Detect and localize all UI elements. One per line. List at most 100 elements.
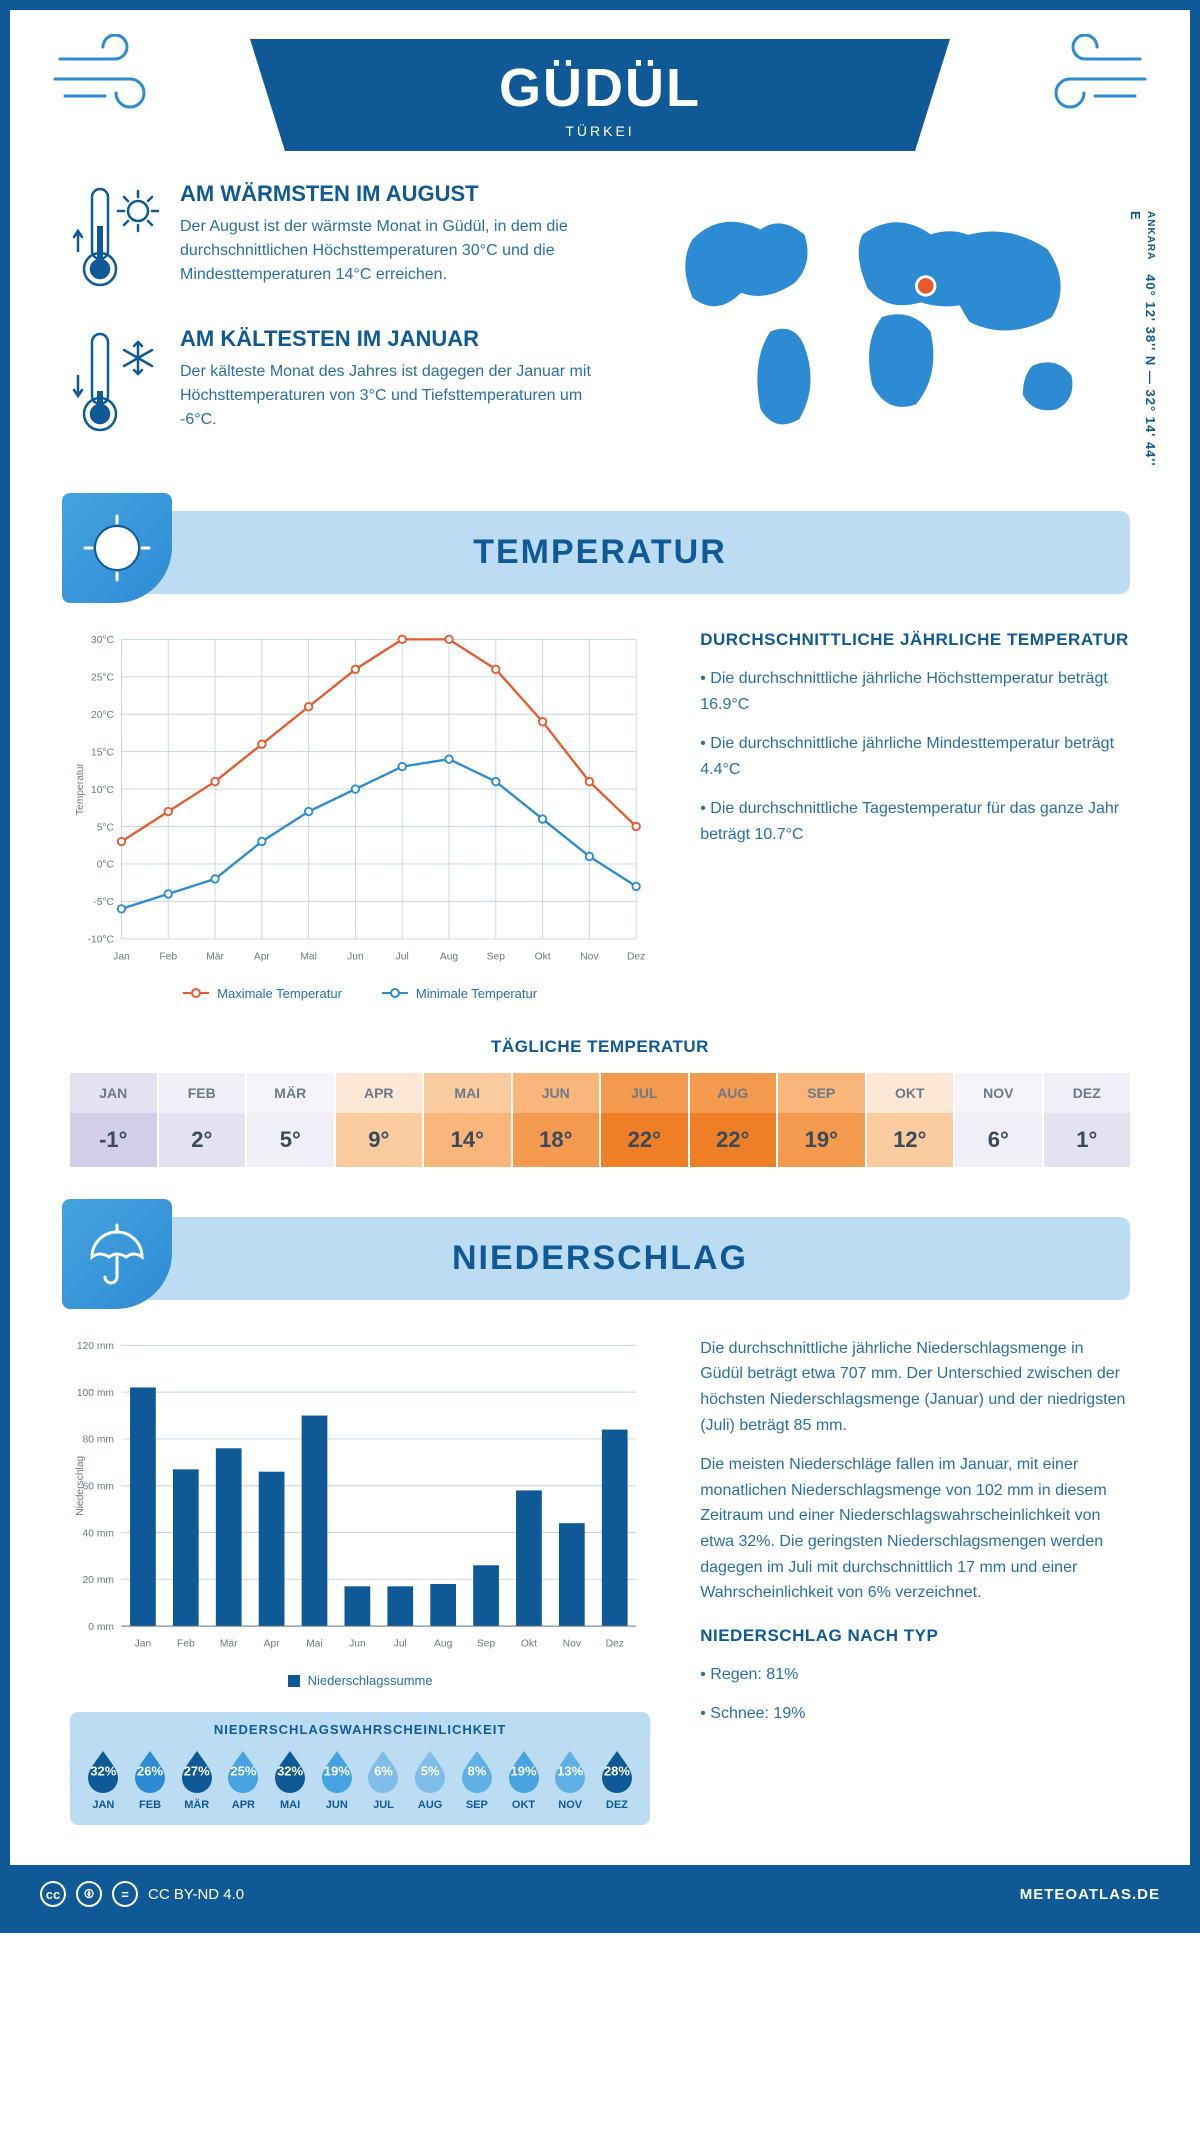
- svg-text:5°C: 5°C: [97, 822, 115, 833]
- svg-text:Jul: Jul: [394, 1639, 407, 1650]
- prob-cell: 28% DEZ: [594, 1747, 641, 1811]
- svg-text:Sep: Sep: [477, 1639, 496, 1650]
- daily-cell: JUN 18°: [513, 1073, 602, 1167]
- warmest-text: Der August ist der wärmste Monat in Güdü…: [180, 215, 604, 287]
- nd-icon: =: [112, 1881, 138, 1907]
- warmest-fact: AM WÄRMSTEN IM AUGUST Der August ist der…: [70, 181, 604, 296]
- daily-temp-table: JAN -1° FEB 2° MÄR 5° APR 9° MAI 14° JUN…: [70, 1073, 1130, 1167]
- section-banner-precipitation: NIEDERSCHLAG: [70, 1217, 1130, 1300]
- daily-cell: NOV 6°: [955, 1073, 1044, 1167]
- prob-cell: 32% JAN: [80, 1747, 127, 1811]
- daily-cell: OKT 12°: [867, 1073, 956, 1167]
- svg-text:Feb: Feb: [177, 1639, 195, 1650]
- section-title: NIEDERSCHLAG: [100, 1239, 1100, 1278]
- precip-probability-box: NIEDERSCHLAGSWAHRSCHEINLICHKEIT 32% JAN …: [70, 1712, 650, 1825]
- city-title: GÜDÜL: [250, 57, 950, 119]
- svg-text:30°C: 30°C: [91, 635, 115, 646]
- svg-text:100 mm: 100 mm: [77, 1388, 114, 1399]
- svg-text:Jan: Jan: [135, 1639, 152, 1650]
- temperature-line-chart: -10°C-5°C0°C5°C10°C15°C20°C25°C30°CJanFe…: [70, 630, 650, 1001]
- wind-icon: [950, 10, 1150, 119]
- daily-cell: MÄR 5°: [247, 1073, 336, 1167]
- coldest-fact: AM KÄLTESTEN IM JANUAR Der kälteste Mona…: [70, 326, 604, 441]
- svg-text:120 mm: 120 mm: [77, 1341, 114, 1352]
- prob-cell: 6% JUL: [360, 1747, 407, 1811]
- svg-text:Nov: Nov: [563, 1639, 582, 1650]
- svg-text:Jan: Jan: [113, 951, 130, 962]
- svg-text:Mai: Mai: [306, 1639, 323, 1650]
- daily-cell: MAI 14°: [424, 1073, 513, 1167]
- svg-text:Apr: Apr: [254, 951, 271, 962]
- svg-text:Mär: Mär: [220, 1639, 238, 1650]
- svg-text:Okt: Okt: [521, 1639, 537, 1650]
- svg-text:Nov: Nov: [580, 951, 599, 962]
- svg-text:Aug: Aug: [434, 1639, 453, 1650]
- coordinates-label: ANKARA 40° 12' 38'' N — 32° 14' 44'' E: [1128, 211, 1158, 471]
- precip-summary-text: Die durchschnittliche jährliche Niedersc…: [700, 1336, 1130, 1825]
- svg-text:Apr: Apr: [264, 1639, 281, 1650]
- prob-cell: 19% OKT: [500, 1747, 547, 1811]
- raindrop-icon: 25%: [220, 1747, 266, 1793]
- svg-text:Feb: Feb: [159, 951, 177, 962]
- svg-text:Dez: Dez: [606, 1639, 624, 1650]
- raindrop-icon: 13%: [547, 1747, 593, 1793]
- svg-text:0°C: 0°C: [97, 860, 115, 871]
- svg-text:Aug: Aug: [440, 951, 459, 962]
- wind-icon: [50, 10, 250, 119]
- svg-text:-5°C: -5°C: [93, 897, 114, 908]
- infographic-frame: GÜDÜL TÜRKEI AM WÄRMSTEN IM AUGUST Der A…: [0, 0, 1200, 1933]
- thermometer-snow-icon: [70, 326, 160, 441]
- daily-cell: JAN -1°: [70, 1073, 159, 1167]
- prob-cell: 32% MAI: [267, 1747, 314, 1811]
- cc-icon: cc: [40, 1881, 66, 1907]
- raindrop-icon: 19%: [501, 1747, 547, 1793]
- prob-cell: 25% APR: [220, 1747, 267, 1811]
- temp-summary-text: DURCHSCHNITTLICHE JÄHRLICHE TEMPERATUR •…: [700, 630, 1130, 1001]
- svg-text:25°C: 25°C: [91, 673, 115, 684]
- svg-text:Mai: Mai: [300, 951, 317, 962]
- section-banner-temperature: TEMPERATUR: [70, 511, 1130, 594]
- precip-chart-legend: Niederschlagssumme: [70, 1673, 650, 1688]
- svg-text:Mär: Mär: [206, 951, 224, 962]
- raindrop-icon: 6%: [360, 1747, 406, 1793]
- svg-text:Jun: Jun: [349, 1639, 366, 1650]
- umbrella-icon: [62, 1199, 172, 1309]
- raindrop-icon: 27%: [174, 1747, 220, 1793]
- svg-text:10°C: 10°C: [91, 785, 115, 796]
- raindrop-icon: 32%: [267, 1747, 313, 1793]
- raindrop-icon: 8%: [454, 1747, 500, 1793]
- daily-cell: DEZ 1°: [1044, 1073, 1131, 1167]
- raindrop-icon: 5%: [407, 1747, 453, 1793]
- prob-cell: 13% NOV: [547, 1747, 594, 1811]
- raindrop-icon: 32%: [80, 1747, 126, 1793]
- thermometer-sun-icon: [70, 181, 160, 296]
- prob-cell: 19% JUN: [313, 1747, 360, 1811]
- by-icon: 🅯: [76, 1881, 102, 1907]
- svg-text:20 mm: 20 mm: [83, 1575, 114, 1586]
- raindrop-icon: 28%: [594, 1747, 640, 1793]
- daily-cell: SEP 19°: [778, 1073, 867, 1167]
- svg-text:Jul: Jul: [396, 951, 409, 962]
- precipitation-bar-chart: 0 mm20 mm40 mm60 mm80 mm100 mm120 mmJanF…: [70, 1336, 650, 1825]
- world-map-icon: [644, 181, 1130, 453]
- raindrop-icon: 26%: [127, 1747, 173, 1793]
- svg-text:Okt: Okt: [535, 951, 551, 962]
- prob-cell: 27% MÄR: [173, 1747, 220, 1811]
- svg-text:Dez: Dez: [627, 951, 645, 962]
- footer-bar: cc 🅯 = CC BY-ND 4.0 METEOATLAS.DE: [10, 1865, 1190, 1923]
- daily-cell: FEB 2°: [159, 1073, 248, 1167]
- daily-cell: JUL 22°: [601, 1073, 690, 1167]
- world-map-box: ANKARA 40° 12' 38'' N — 32° 14' 44'' E: [644, 181, 1130, 471]
- svg-text:15°C: 15°C: [91, 747, 115, 758]
- svg-text:0 mm: 0 mm: [88, 1622, 114, 1633]
- svg-text:Niederschlag: Niederschlag: [75, 1455, 86, 1515]
- site-name: METEOATLAS.DE: [1020, 1886, 1160, 1903]
- svg-text:60 mm: 60 mm: [83, 1481, 114, 1492]
- intro-section: AM WÄRMSTEN IM AUGUST Der August ist der…: [70, 181, 1130, 471]
- svg-text:Temperatur: Temperatur: [75, 763, 86, 816]
- temp-chart-legend: Maximale Temperatur Minimale Temperatur: [70, 986, 650, 1001]
- svg-text:-10°C: -10°C: [88, 935, 115, 946]
- license-block: cc 🅯 = CC BY-ND 4.0: [40, 1881, 244, 1907]
- raindrop-icon: 19%: [314, 1747, 360, 1793]
- daily-cell: APR 9°: [336, 1073, 425, 1167]
